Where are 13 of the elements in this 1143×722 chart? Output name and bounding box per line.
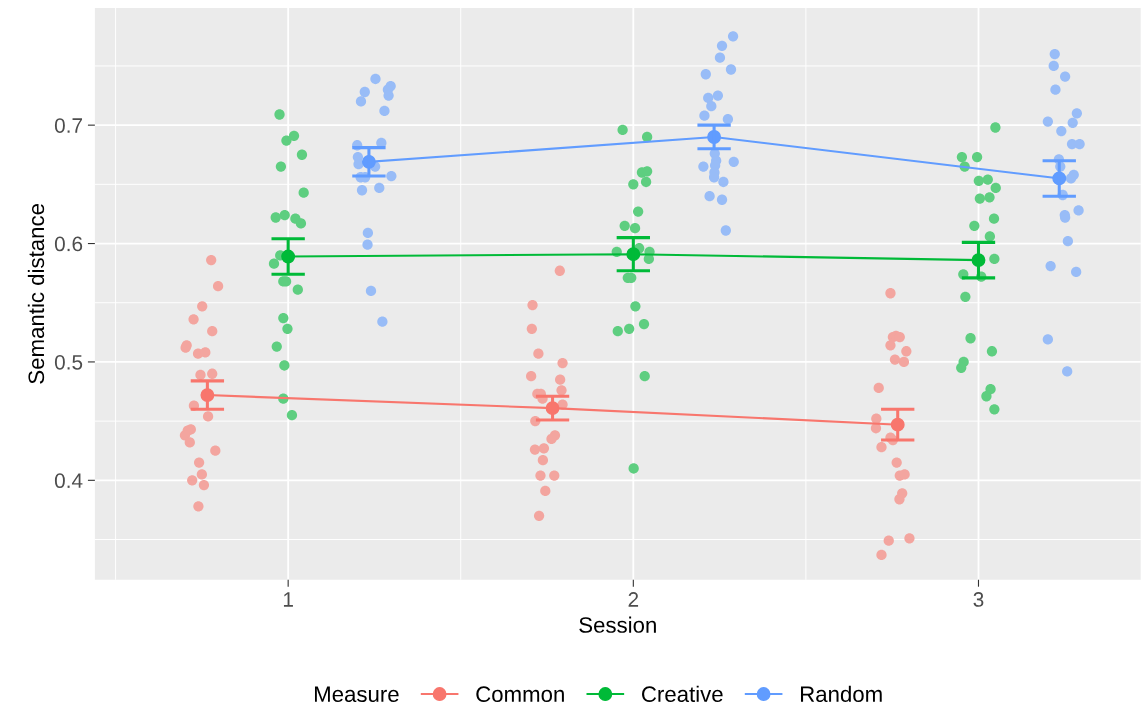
y-tick-label: 0.7	[54, 118, 83, 133]
x-axis-title: Session	[579, 616, 656, 633]
y-tick-label: 0.5	[54, 354, 83, 370]
x-tick-label: 3	[973, 592, 984, 607]
x-tick-label: 1	[283, 592, 293, 607]
legend-label: Creative	[642, 685, 723, 703]
legend-label: Random	[801, 685, 882, 703]
y-tick-label: 0.6	[54, 236, 83, 252]
y-tick-label: 0.4	[54, 473, 83, 489]
x-tick-label: 2	[628, 592, 639, 607]
legend-title: Measure	[314, 686, 399, 703]
legend-label: Common	[476, 686, 564, 703]
y-axis-title: Semantic distance	[27, 204, 45, 384]
